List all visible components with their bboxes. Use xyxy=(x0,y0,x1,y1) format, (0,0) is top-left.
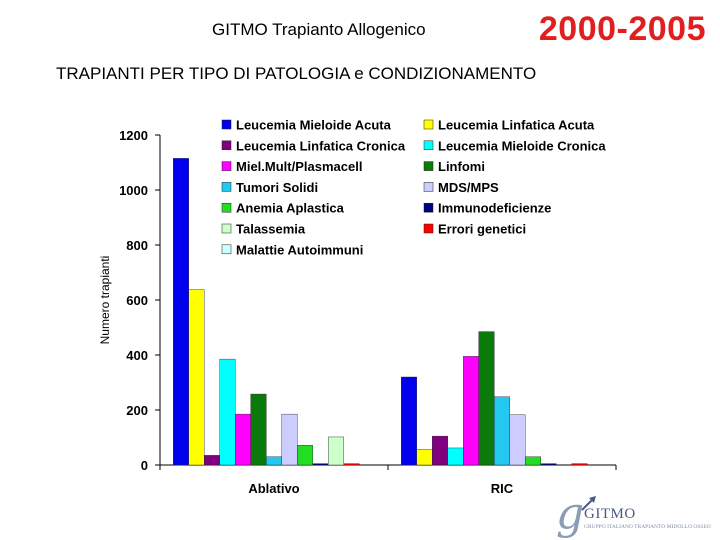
y-tick-label: 800 xyxy=(126,238,148,253)
bar xyxy=(432,435,448,466)
y-tick-label: 0 xyxy=(141,458,148,473)
legend-swatch xyxy=(221,244,232,255)
legend-label: Malattie Autoimmuni xyxy=(236,242,363,257)
legend-label: Immunodeficienze xyxy=(438,201,551,216)
logo-tagline: GRUPPO ITALIANO TRAPIANTO MIDOLLO OSSEO xyxy=(584,524,711,530)
logo-glyph: g xyxy=(556,488,585,539)
bar xyxy=(328,436,344,466)
logo-name: GITMO xyxy=(584,506,636,522)
bar xyxy=(204,455,220,466)
legend-label: Leucemia Linfatica Acuta xyxy=(438,118,595,133)
y-axis-label: Numero trapianti xyxy=(98,256,112,345)
legend-label: Talassemia xyxy=(236,222,306,237)
bar xyxy=(525,456,541,466)
legend-swatch xyxy=(423,202,434,213)
bar xyxy=(235,413,251,466)
legend-swatch xyxy=(221,182,232,192)
legend-swatch xyxy=(423,182,434,192)
legend-swatch xyxy=(221,161,232,171)
chart-legend: Leucemia Mieloide Acuta Leucemia Linfatic… xyxy=(221,118,606,257)
legend-label: Leucemia Mieloide Acuta xyxy=(236,118,392,133)
bar xyxy=(297,445,313,466)
y-tick-label: 600 xyxy=(126,293,148,308)
legend-label: Miel.Mult/Plasmacell xyxy=(236,159,362,174)
bar xyxy=(540,463,557,466)
bar xyxy=(401,376,417,466)
legend-label: Leucemia Linfatica Cronica xyxy=(236,138,406,153)
y-tick-label: 400 xyxy=(126,348,148,363)
legend-swatch xyxy=(423,119,434,130)
legend-label: Leucemia Mieloide Cronica xyxy=(438,138,606,153)
y-tick-label: 1200 xyxy=(119,128,148,143)
legend-label: Errori genetici xyxy=(438,222,526,237)
arrow-icon xyxy=(581,496,596,511)
legend-swatch xyxy=(423,161,434,171)
bar xyxy=(416,449,433,466)
period-label: 2000-2005 xyxy=(538,10,706,48)
bar xyxy=(447,447,464,466)
bar xyxy=(463,356,479,466)
bar xyxy=(571,463,588,466)
bar xyxy=(219,358,236,466)
chart-axes: 0 200 400 600 800 1000 1200 Numero trapianti Abl… xyxy=(98,128,617,496)
bar xyxy=(343,463,360,466)
bar xyxy=(188,289,205,466)
bar xyxy=(312,463,329,466)
bar xyxy=(494,396,510,466)
chart-bars xyxy=(173,158,588,466)
page-subtitle: TRAPIANTI PER TIPO DI PATOLOGIA e CONDIZ… xyxy=(56,64,537,83)
legend-label: Anemia Aplastica xyxy=(236,201,345,216)
bar xyxy=(173,158,189,466)
y-tick-label: 1000 xyxy=(119,183,148,198)
legend-swatch xyxy=(221,140,232,151)
page-title: GITMO Trapianto Allogenico xyxy=(212,20,426,39)
legend-label: MDS/MPS xyxy=(438,180,499,195)
gitmo-logo: g GITMO GRUPPO ITALIANO TRAPIANTO MIDOLL… xyxy=(556,488,716,539)
legend-swatch xyxy=(423,223,434,234)
legend-swatch xyxy=(221,202,232,213)
x-tick-label: RIC xyxy=(491,481,514,496)
bar xyxy=(266,456,282,466)
legend-label: Tumori Solidi xyxy=(236,180,318,195)
x-tick-label: Ablativo xyxy=(248,481,299,496)
bar xyxy=(509,414,526,466)
legend-label: Linfomi xyxy=(438,159,485,174)
legend-swatch xyxy=(423,140,434,151)
bar xyxy=(281,413,298,466)
bar xyxy=(478,331,495,466)
y-tick-label: 200 xyxy=(126,403,148,418)
bar xyxy=(250,393,267,466)
legend-swatch xyxy=(221,223,232,234)
legend-swatch xyxy=(221,119,232,130)
